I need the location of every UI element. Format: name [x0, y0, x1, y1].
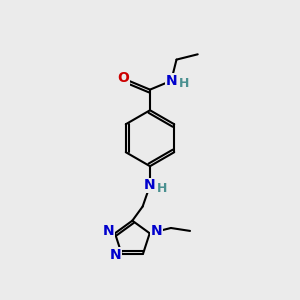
Text: N: N	[150, 224, 162, 238]
Text: H: H	[178, 77, 189, 90]
Text: O: O	[118, 71, 129, 85]
Text: H: H	[157, 182, 168, 195]
Text: N: N	[144, 178, 155, 192]
Text: N: N	[165, 74, 177, 88]
Text: N: N	[109, 248, 121, 262]
Text: N: N	[103, 224, 114, 238]
